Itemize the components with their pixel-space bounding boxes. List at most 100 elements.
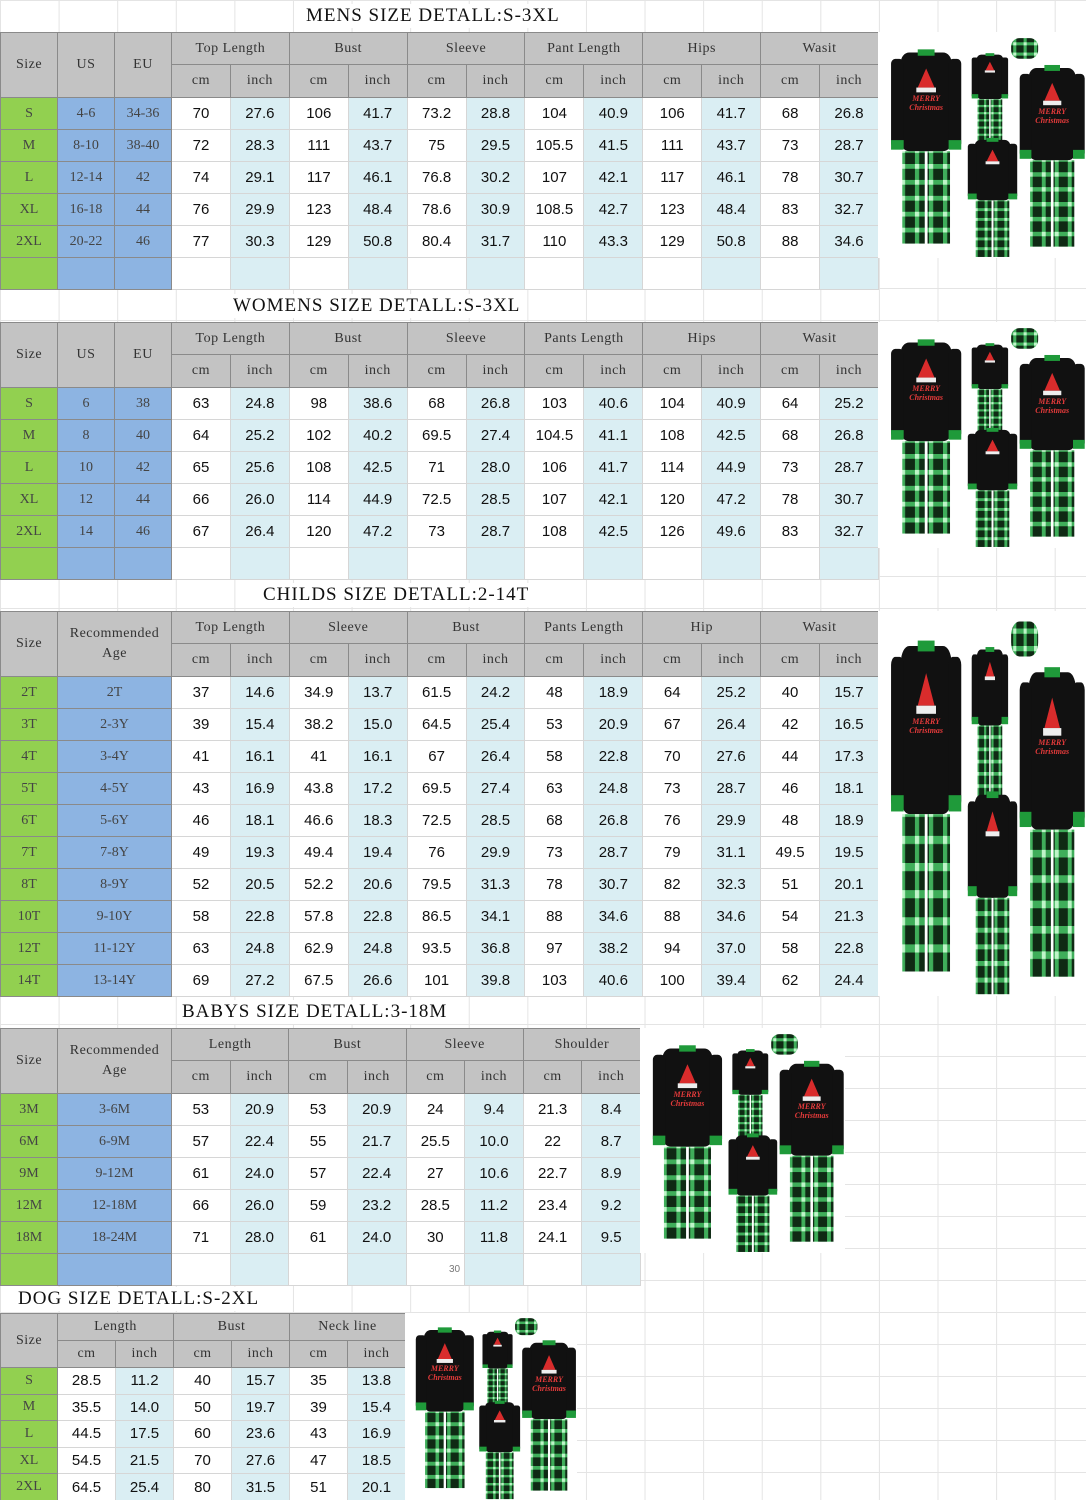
measurement-cell: 26.8 bbox=[465, 387, 526, 420]
size-cell: 6T bbox=[0, 804, 58, 837]
measurement-cell: 15.4 bbox=[347, 1393, 406, 1422]
measurement-cell: 74 bbox=[171, 161, 231, 194]
measurement-cell: 103 bbox=[524, 387, 585, 420]
unit-header: cm bbox=[642, 643, 703, 677]
measurement-cell: 40.2 bbox=[347, 419, 408, 452]
measurement-cell: 49.6 bbox=[701, 515, 762, 548]
measurement-cell: 49.4 bbox=[288, 836, 349, 869]
measurement-group-header: Hips bbox=[642, 322, 762, 355]
measurement-cell: 38.6 bbox=[347, 387, 408, 420]
unit-header: inch bbox=[583, 643, 644, 677]
measurement-cell: 19.7 bbox=[231, 1393, 290, 1422]
region-size-cell: 20-22 bbox=[57, 225, 115, 258]
unit-header: inch bbox=[347, 643, 408, 677]
header-row: Size US EU Top Length Bust Sleeve Pants Length… bbox=[0, 322, 879, 388]
region-size-cell: 40 bbox=[114, 419, 172, 452]
measurement-cell: 73 bbox=[406, 515, 467, 548]
measurement-cell: 104.5 bbox=[524, 419, 585, 452]
measurement-cell: 86.5 bbox=[406, 900, 467, 933]
measurement-cell: 62 bbox=[760, 964, 820, 997]
measurement-cell: 32.3 bbox=[701, 868, 762, 901]
measurement-cell: 28.5 bbox=[465, 804, 526, 837]
measurement-cell: 24 bbox=[405, 1093, 466, 1126]
measurement-cell bbox=[171, 1253, 231, 1286]
measurement-cell: 78.6 bbox=[406, 193, 467, 226]
table-row: 7T 7-8Y 49 19.3 49.4 19.4 76 29.9 73 28.7 79 31.1 49… bbox=[0, 836, 879, 869]
region-size-cell: 4-6 bbox=[57, 97, 115, 130]
measurement-cell: 16.9 bbox=[347, 1420, 406, 1448]
region-size-cell: 7-8Y bbox=[57, 836, 172, 869]
measurement-cell bbox=[522, 1253, 583, 1286]
column-header: Size bbox=[0, 1028, 58, 1094]
measurement-cell: 26.8 bbox=[583, 804, 644, 837]
header-row: Size Recommended Age Top Length Sleeve Bust P… bbox=[0, 611, 879, 677]
size-cell: 3T bbox=[0, 708, 58, 741]
measurement-cell bbox=[465, 257, 526, 290]
table-row: S 4-6 34-36 70 27.6 106 41.7 73.2 28.8 104 40.9 106… bbox=[0, 97, 879, 130]
measurement-cell: 117 bbox=[642, 161, 703, 194]
measurement-cell: 22.8 bbox=[819, 932, 879, 965]
measurement-cell: 14.0 bbox=[115, 1393, 174, 1422]
measurement-cell: 23.2 bbox=[346, 1189, 407, 1222]
unit-header: cm bbox=[522, 1060, 583, 1094]
measurement-cell: 114 bbox=[288, 483, 349, 516]
region-size-cell: 34-36 bbox=[114, 97, 172, 130]
measurement-cell: 49.5 bbox=[760, 836, 820, 869]
measurement-cell: 83 bbox=[760, 515, 821, 548]
region-size-cell bbox=[114, 257, 172, 290]
measurement-group-header: Bust bbox=[288, 32, 408, 65]
measurement-cell: 72.5 bbox=[406, 483, 467, 516]
measurement-cell: 41.1 bbox=[583, 419, 644, 452]
measurement-cell: 21.7 bbox=[346, 1125, 407, 1158]
measurement-cell: 40.6 bbox=[583, 387, 644, 420]
region-size-cell: 8-10 bbox=[57, 129, 115, 162]
measurement-cell: 20.5 bbox=[229, 868, 290, 901]
measurement-cell: 44 bbox=[760, 740, 820, 773]
measurement-cell: 39.4 bbox=[701, 964, 762, 997]
measurement-cell: 76 bbox=[406, 836, 467, 869]
measurement-cell: 18.3 bbox=[347, 804, 408, 837]
measurement-cell: 28.5 bbox=[57, 1367, 116, 1395]
unit-header: cm bbox=[405, 1060, 466, 1094]
measurement-cell: 68 bbox=[760, 419, 821, 452]
region-size-cell: 2T bbox=[57, 676, 172, 709]
table-row: XL 12 44 66 26.0 114 44.9 72.5 28.5 107 42.1 120 47.… bbox=[0, 483, 879, 516]
measurement-cell: 46.1 bbox=[701, 161, 762, 194]
table-row: 8T 8-9Y 52 20.5 52.2 20.6 79.5 31.3 78 30.7 82 32.3… bbox=[0, 868, 879, 901]
measurement-cell: 51 bbox=[289, 1473, 348, 1500]
measurement-cell: 27.4 bbox=[465, 772, 526, 805]
measurement-cell bbox=[171, 547, 231, 580]
measurement-cell: 42.1 bbox=[583, 161, 644, 194]
measurement-cell: 78 bbox=[760, 483, 821, 516]
region-size-cell: 16-18 bbox=[57, 193, 115, 226]
measurement-cell: 70 bbox=[642, 740, 703, 773]
measurement-cell: 48 bbox=[760, 804, 820, 837]
measurement-cell: 26.6 bbox=[347, 964, 408, 997]
measurement-cell: 106 bbox=[642, 97, 703, 130]
measurement-cell: 111 bbox=[288, 129, 349, 162]
unit-header: cm bbox=[288, 64, 349, 98]
measurement-cell: 29.9 bbox=[465, 836, 526, 869]
measurement-cell: 17.3 bbox=[819, 740, 879, 773]
measurement-cell: 114 bbox=[642, 451, 703, 484]
measurement-cell: 26.4 bbox=[465, 740, 526, 773]
size-cell: S bbox=[0, 387, 58, 420]
table-row: 3M 3-6M 53 20.9 53 20.9 24 9.4 21.3 8.4 bbox=[0, 1093, 642, 1126]
measurement-cell bbox=[524, 547, 585, 580]
size-table: Size US EU Top Length Bust Sleeve Pants Length… bbox=[0, 322, 879, 580]
table-row: 10T 9-10Y 58 22.8 57.8 22.8 86.5 34.1 88 34.6 88 34… bbox=[0, 900, 879, 933]
measurement-cell: 68 bbox=[524, 804, 585, 837]
measurement-cell: 8.7 bbox=[581, 1125, 642, 1158]
measurement-cell: 46 bbox=[171, 804, 231, 837]
region-size-cell: 12-14 bbox=[57, 161, 115, 194]
measurement-cell: 40 bbox=[760, 676, 820, 709]
measurement-cell: 25.4 bbox=[115, 1473, 174, 1500]
size-cell: XL bbox=[0, 193, 58, 226]
measurement-cell: 25.2 bbox=[819, 387, 879, 420]
unit-header: cm bbox=[288, 354, 349, 388]
measurement-cell: 66 bbox=[171, 483, 231, 516]
measurement-group-header: Wasit bbox=[760, 611, 879, 644]
measurement-cell: 48 bbox=[524, 676, 585, 709]
measurement-cell: 73 bbox=[760, 451, 821, 484]
